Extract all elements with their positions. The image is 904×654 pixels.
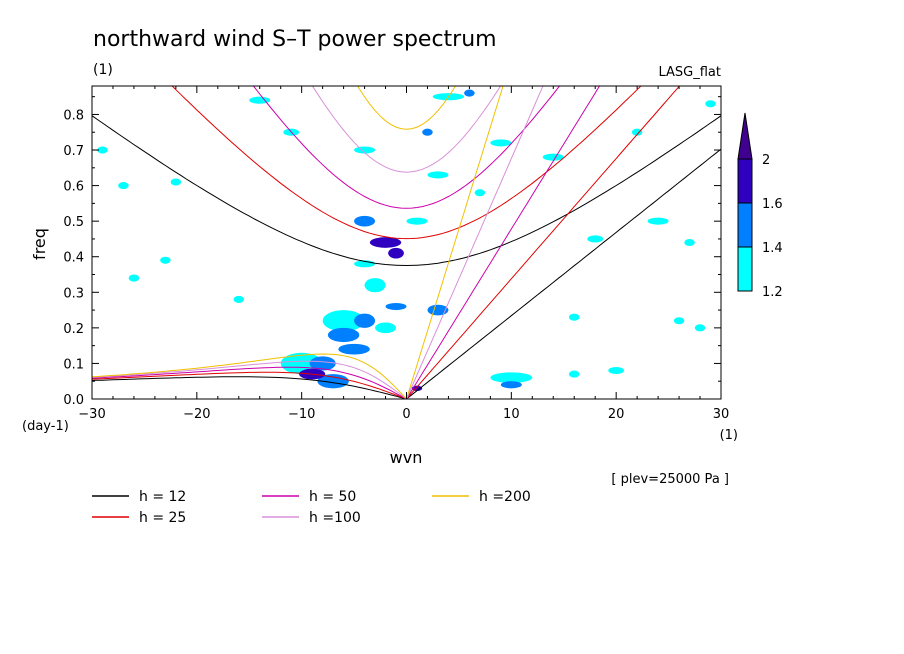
spectrum-blob [406, 217, 428, 225]
colorbar-label: 1.2 [762, 285, 783, 300]
y-ticks: 0.0 0.1 0.2 0.3 0.4 0.5 0.6 0.7 0.8 [63, 96, 721, 408]
y-tick-label: 0.8 [63, 108, 84, 123]
spectrum-blob [338, 343, 370, 355]
legend-label: h =200 [479, 489, 531, 505]
x-tick-label: 0 [402, 407, 410, 422]
legend-label: h = 25 [139, 510, 186, 526]
spectrum-blob [354, 313, 376, 328]
x-tick-label: 30 [713, 407, 730, 422]
colorbar-segment [737, 202, 753, 248]
spectrum-blob [369, 237, 402, 248]
x-ticks: −30 −20 −10 0 10 20 30 [78, 86, 729, 422]
spectrum-blob [128, 274, 140, 282]
spectrum-blob [673, 317, 685, 325]
colorbar: 1.2 1.4 1.6 2 [737, 112, 783, 300]
spectrum-blob [118, 182, 129, 190]
spectrum-blob [385, 302, 407, 311]
pressure-level-note: [ plev=25000 Pa ] [611, 472, 729, 487]
spectrum-blob [375, 322, 397, 334]
legend-label: h = 12 [139, 489, 186, 505]
x-tick-label: −30 [78, 407, 105, 422]
dispersion-curve [406, 148, 721, 399]
spectrum-blob [500, 381, 522, 389]
dispersion-curve [406, 86, 504, 399]
dispersion-curves [92, 86, 721, 399]
spectrum-blob [684, 238, 695, 247]
dispersion-curve [92, 115, 721, 267]
dispersion-curve [92, 376, 407, 399]
legend-label: h = 50 [309, 489, 356, 505]
dispersion-curve [406, 86, 601, 399]
y-tick-label: 0.6 [63, 180, 84, 195]
colorbar-label: 2 [762, 153, 770, 168]
y-unit: (day-1) [22, 419, 69, 434]
spectrum-blob [327, 327, 360, 343]
spectrum-blob [474, 189, 486, 197]
dispersion-curve [406, 86, 681, 399]
spectrum-blob [97, 146, 108, 154]
spectrum-blob [705, 100, 716, 108]
spectrum-blob [249, 96, 271, 104]
spectrum-blob [694, 324, 706, 332]
spectrum-blob [631, 128, 643, 136]
colorbar-label: 1.6 [762, 197, 783, 212]
spectrum-blob [608, 366, 625, 375]
dispersion-curve [357, 86, 456, 130]
spectrum-blob [364, 278, 386, 293]
spectrum-blob [647, 217, 669, 225]
spectrum-blob [388, 247, 404, 259]
spectrum-blob [354, 215, 376, 227]
y-tick-label: 0.2 [63, 322, 84, 337]
colorbar-extend-arrow [737, 112, 753, 160]
y-tick-label: 0.3 [63, 286, 84, 301]
spectrum-blob [490, 372, 533, 383]
x-tick-label: 10 [503, 407, 520, 422]
y-tick-label: 0.5 [63, 215, 84, 230]
spectrum-blob [233, 295, 245, 303]
model-label: LASG_flat [658, 65, 721, 80]
y-tick-label: 0.0 [63, 393, 84, 408]
legend-label: h =100 [309, 510, 361, 526]
x-axis-label: wvn [390, 448, 423, 467]
spectrum-blob [309, 356, 336, 371]
x-unit: (1) [720, 428, 738, 443]
spectrum-blob [568, 370, 580, 378]
spectrum-blob [422, 128, 433, 136]
x-tick-label: 20 [608, 407, 625, 422]
dispersion-curve [406, 86, 544, 399]
dispersion-curve [92, 353, 407, 399]
dispersion-curve [171, 86, 642, 240]
spectrum-shading [97, 89, 716, 391]
spectrum-blob [317, 374, 349, 389]
y-tick-label: 0.7 [63, 144, 84, 159]
dispersion-curve [92, 360, 407, 399]
dispersion-curve [252, 86, 561, 209]
colorbar-label: 1.4 [762, 241, 783, 256]
colorbar-segment [737, 158, 753, 204]
spectrum-blob [170, 178, 182, 186]
colorbar-segment [737, 246, 753, 292]
spectrum-blob [568, 313, 580, 321]
spectrum-blob [322, 310, 365, 332]
dispersion-curve [92, 366, 407, 399]
y-tick-label: 0.4 [63, 251, 84, 266]
x-tick-label: −10 [288, 407, 315, 422]
legend: h = 12 h = 25 h = 50 h =100 h =200 [92, 489, 531, 526]
spectrum-blob [587, 235, 604, 243]
plot-frame [91, 85, 722, 400]
spectrum-blob [427, 171, 449, 179]
dispersion-curve [311, 86, 502, 173]
spectrum-blob [542, 153, 564, 161]
y-tick-label: 0.1 [63, 357, 84, 372]
unit-top-left: (1) [93, 62, 113, 78]
chart-title: northward wind S–T power spectrum [93, 27, 497, 52]
spectrum-blob [490, 139, 512, 147]
spectrum-blob [464, 89, 475, 97]
y-axis-label: freq [30, 228, 49, 260]
dispersion-curve [92, 371, 407, 399]
x-tick-label: −20 [183, 407, 210, 422]
spectrum-blob [160, 256, 171, 264]
